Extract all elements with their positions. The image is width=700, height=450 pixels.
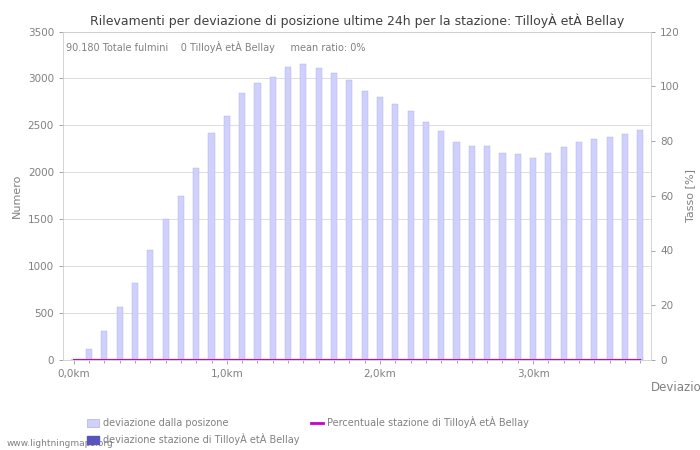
Bar: [117, 307, 122, 360]
Bar: [346, 80, 352, 360]
Bar: [499, 153, 505, 360]
Bar: [454, 142, 460, 360]
Bar: [561, 147, 567, 360]
Bar: [254, 83, 260, 360]
Bar: [484, 146, 490, 360]
Text: Deviazioni: Deviazioni: [651, 381, 700, 394]
Bar: [331, 73, 337, 360]
Bar: [239, 93, 245, 360]
Bar: [102, 331, 107, 360]
Bar: [637, 130, 643, 360]
Y-axis label: Tasso [%]: Tasso [%]: [685, 169, 695, 222]
Bar: [300, 64, 307, 360]
Bar: [285, 67, 291, 360]
Bar: [162, 219, 169, 360]
Bar: [622, 134, 628, 360]
Bar: [224, 116, 230, 360]
Bar: [607, 137, 612, 360]
Bar: [438, 131, 444, 360]
Bar: [178, 196, 184, 360]
Bar: [469, 146, 475, 360]
Text: www.lightningmaps.org: www.lightningmaps.org: [7, 439, 113, 448]
Bar: [407, 111, 414, 360]
Bar: [514, 153, 521, 360]
Bar: [193, 167, 199, 360]
Bar: [392, 104, 398, 360]
Bar: [377, 97, 383, 360]
Legend: deviazione dalla posizone, deviazione stazione di TilloyÀ etÀ Bellay, Percentual: deviazione dalla posizone, deviazione st…: [88, 416, 528, 445]
Bar: [209, 133, 215, 360]
Bar: [530, 158, 536, 360]
Bar: [423, 122, 429, 360]
Bar: [86, 349, 92, 360]
Bar: [147, 250, 153, 360]
Bar: [316, 68, 322, 360]
Bar: [545, 153, 552, 360]
Title: Rilevamenti per deviazione di posizione ultime 24h per la stazione: TilloyÀ etÀ : Rilevamenti per deviazione di posizione …: [90, 13, 624, 27]
Bar: [132, 283, 138, 360]
Bar: [576, 142, 582, 360]
Bar: [270, 76, 276, 360]
Bar: [592, 140, 597, 360]
Y-axis label: Numero: Numero: [12, 174, 22, 218]
Text: 90.180 Totale fulmini    0 TilloyÀ etÀ Bellay     mean ratio: 0%: 90.180 Totale fulmini 0 TilloyÀ etÀ Bell…: [66, 41, 365, 54]
Bar: [362, 90, 368, 360]
